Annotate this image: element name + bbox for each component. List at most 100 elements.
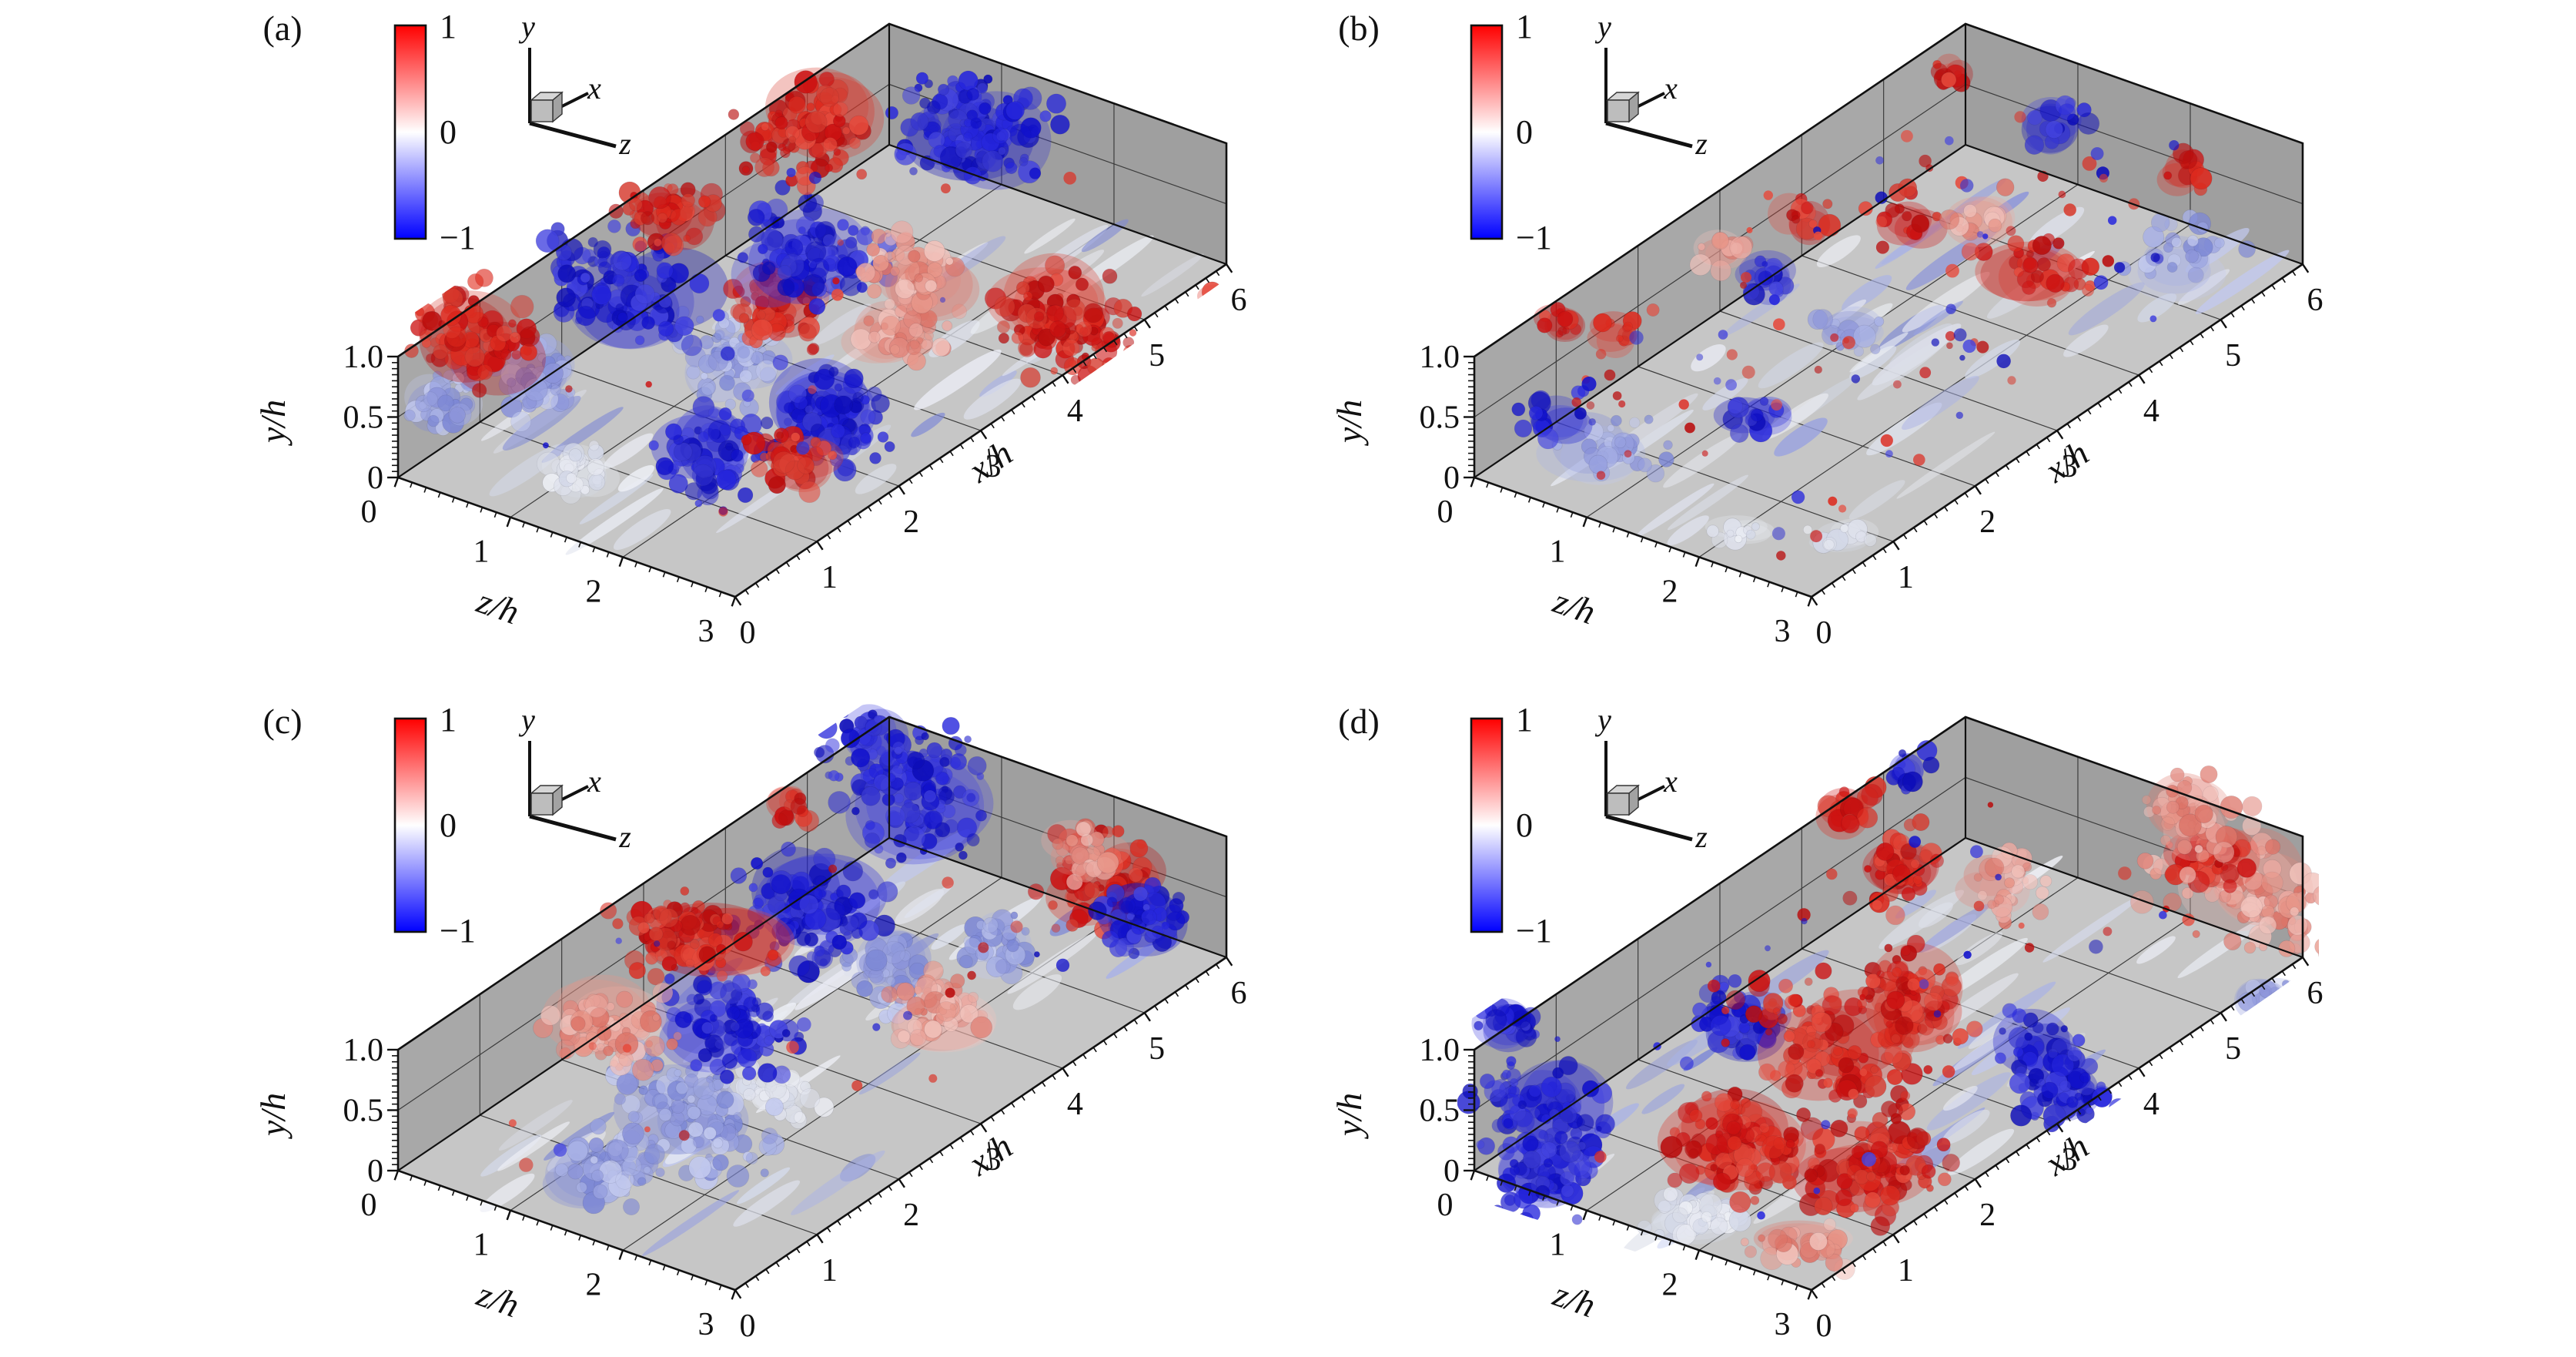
iso-cluster <box>533 974 682 1081</box>
x-tick <box>1143 319 1151 329</box>
colorbar-bar <box>1470 24 1504 240</box>
x-tick <box>2281 277 2286 283</box>
x-tick-label: 3 <box>2061 449 2077 484</box>
z-tick <box>493 1205 497 1211</box>
x-tick-label: 5 <box>1149 1031 1165 1067</box>
panel-label: (b) <box>1338 8 1380 48</box>
x-tick <box>1000 1109 1005 1115</box>
z-tick <box>1470 1170 1476 1181</box>
x-tick-label: 4 <box>2143 1087 2159 1122</box>
z-tick <box>1682 551 1686 558</box>
z-tick-label: 0 <box>361 1188 377 1223</box>
triad-z-axis <box>529 121 617 149</box>
axis-triad: y xz <box>518 702 631 854</box>
z-tick <box>1640 1230 1644 1236</box>
iso-cluster <box>590 1027 785 1190</box>
triad-z-axis <box>529 814 617 842</box>
colorbar-bar <box>393 24 427 240</box>
colorbar: 1 0 −1 <box>1470 8 1552 256</box>
x-tick <box>1011 409 1015 415</box>
iso-cluster <box>841 291 967 371</box>
x-tick <box>816 541 824 551</box>
x-tick <box>1811 596 1818 606</box>
z-tick <box>1781 586 1785 592</box>
x-tick <box>775 1262 780 1268</box>
x-tick <box>1882 1241 1887 1247</box>
x-tick <box>1000 416 1005 422</box>
y-axis-label: y/h <box>253 1093 293 1139</box>
z-tick <box>1711 561 1715 568</box>
z-tick <box>676 1269 680 1276</box>
z-tick-label: 0 <box>1437 494 1454 530</box>
x-tick-label: 5 <box>2225 1031 2241 1067</box>
iso-cluster <box>881 960 997 1053</box>
x-tick <box>2148 1060 2153 1067</box>
x-tick <box>1082 360 1087 367</box>
y-tick-label: 0.5 <box>343 400 384 436</box>
x-tick-label: 0 <box>1816 615 1832 651</box>
x-tick <box>2169 1047 2173 1053</box>
x-tick <box>2240 305 2245 311</box>
axis-triad: y xz <box>518 9 631 161</box>
y-tick-label: 0.5 <box>1420 400 1460 436</box>
x-axis-label: x/h <box>961 433 1019 490</box>
x-tick <box>2016 1151 2020 1157</box>
x-tick <box>1062 374 1069 384</box>
x-tick <box>734 1289 742 1299</box>
x-tick-label: 4 <box>1067 394 1083 429</box>
z-tick <box>1668 547 1672 553</box>
x-tick <box>908 1171 913 1178</box>
x-tick <box>1872 1248 1877 1254</box>
iso-cluster <box>741 425 844 504</box>
z-tick <box>1682 1245 1686 1251</box>
z-tick <box>1725 566 1728 573</box>
z-tick <box>1738 571 1742 578</box>
x-tick-label: 4 <box>1067 1087 1083 1122</box>
x-tick <box>1123 1026 1128 1032</box>
triad-x-label: x <box>1663 764 1678 799</box>
x-tick <box>1954 499 1959 505</box>
x-tick <box>2087 1102 2092 1108</box>
z-tick <box>1767 1275 1771 1281</box>
x-tick <box>2026 451 2030 457</box>
z-tick-label: 1 <box>1550 534 1566 570</box>
x-tick <box>806 548 811 554</box>
z-tick <box>1556 1200 1560 1206</box>
x-tick <box>2220 319 2227 329</box>
z-tick-label: 1 <box>473 1228 490 1263</box>
z-tick <box>1807 596 1813 607</box>
z-tick <box>1612 1220 1616 1226</box>
x-tick <box>1842 1268 1846 1275</box>
z-tick-label: 1 <box>1550 1228 1566 1263</box>
x-tick <box>2138 374 2146 384</box>
colorbar-tick-label: −1 <box>440 912 476 950</box>
colorbar-tick-label: 0 <box>440 113 457 151</box>
z-tick <box>1514 1185 1517 1191</box>
iso-cluster <box>731 179 898 315</box>
z-tick <box>1556 507 1560 513</box>
z-tick <box>691 581 694 588</box>
z-tick-label: 1 <box>473 534 490 570</box>
x-tick <box>2097 402 2102 408</box>
z-tick <box>393 477 400 488</box>
colorbar-tick-label: 0 <box>440 806 457 844</box>
y-tick-label: 0.5 <box>1420 1094 1460 1129</box>
z-tick <box>676 576 680 583</box>
x-tick <box>970 1130 975 1136</box>
x-tick <box>2087 409 2092 415</box>
iso-cluster <box>1587 303 1660 358</box>
x-tick <box>979 1123 988 1133</box>
x-tick <box>2250 298 2256 304</box>
x-tick <box>1021 1095 1025 1101</box>
x-tick <box>2159 360 2163 367</box>
iso-cluster <box>1939 178 2016 247</box>
z-tick <box>1626 1225 1630 1231</box>
edge-back-floor <box>397 837 890 1171</box>
z-tick <box>1527 1190 1531 1196</box>
colorbar-tick-label: −1 <box>1516 219 1552 256</box>
x-tick <box>2056 1123 2064 1133</box>
iso-cluster <box>2021 95 2100 155</box>
z-tick-label: 2 <box>586 574 602 609</box>
z-tick <box>634 561 638 568</box>
